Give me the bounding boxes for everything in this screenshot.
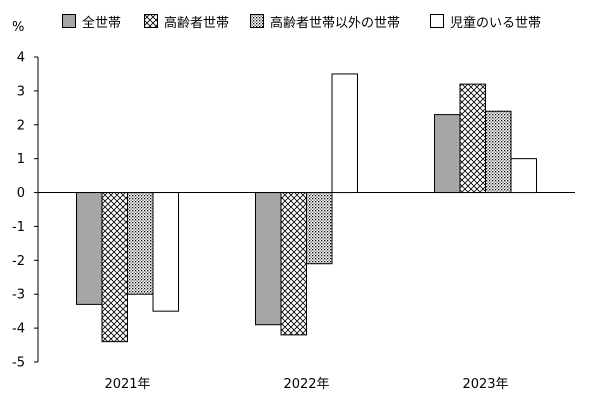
bar-elderly-households <box>459 83 486 194</box>
legend-item-all-households: 全世帯 <box>62 12 122 31</box>
legend-label: 児童のいる世帯 <box>450 15 542 31</box>
legend-swatch-dots <box>250 14 264 28</box>
bar-all-households <box>434 114 461 194</box>
y-tick-label: -4 <box>12 322 25 337</box>
legend-swatch-outline <box>430 14 444 28</box>
y-tick-label: 2 <box>17 118 25 133</box>
bar-elderly-households <box>101 192 128 343</box>
y-tick-label: 4 <box>17 51 25 66</box>
bar-non-elderly-households <box>127 192 154 295</box>
y-tick-label: 0 <box>17 186 25 201</box>
legend-label: 高齢者世帯以外の世帯 <box>270 15 401 31</box>
y-tick-label: 3 <box>17 84 25 99</box>
legend-label: 全世帯 <box>82 15 122 31</box>
bar-all-households <box>255 192 282 326</box>
bar-child-households <box>152 192 179 312</box>
bar-all-households <box>76 192 103 305</box>
bar-child-households <box>331 73 358 194</box>
bar-non-elderly-households <box>306 192 333 265</box>
plot-area: 4 3 2 1 0 -1 -2 -3 -4 -5 2021年 2022年 2023年 <box>12 51 575 392</box>
x-tick-label: 2023年 <box>462 377 508 392</box>
chart-legend: 全世帯 高齢者世帯 高齢者世帯以外の世帯 児童のいる世帯 <box>0 0 591 40</box>
y-tick-label: -5 <box>12 356 25 371</box>
y-tick-label: -3 <box>12 288 25 303</box>
legend-item-child-households: 児童のいる世帯 <box>430 12 542 31</box>
x-tick-label: 2021年 <box>104 377 150 392</box>
bar-elderly-households <box>280 192 307 336</box>
y-tick-label: -2 <box>12 254 25 269</box>
legend-label: 高齢者世帯 <box>164 15 230 31</box>
bar-non-elderly-households <box>485 110 512 194</box>
x-tick-label: 2022年 <box>283 377 329 392</box>
bar-child-households <box>510 158 537 194</box>
legend-swatch-solid <box>62 14 76 28</box>
legend-item-elderly-households: 高齢者世帯 <box>144 12 230 31</box>
legend-item-non-elderly-households: 高齢者世帯以外の世帯 <box>250 12 401 31</box>
y-axis-unit-label: % <box>12 20 25 35</box>
y-tick-label: 1 <box>17 152 25 167</box>
y-tick-label: -1 <box>12 220 25 235</box>
legend-swatch-crosshatch <box>144 14 158 28</box>
